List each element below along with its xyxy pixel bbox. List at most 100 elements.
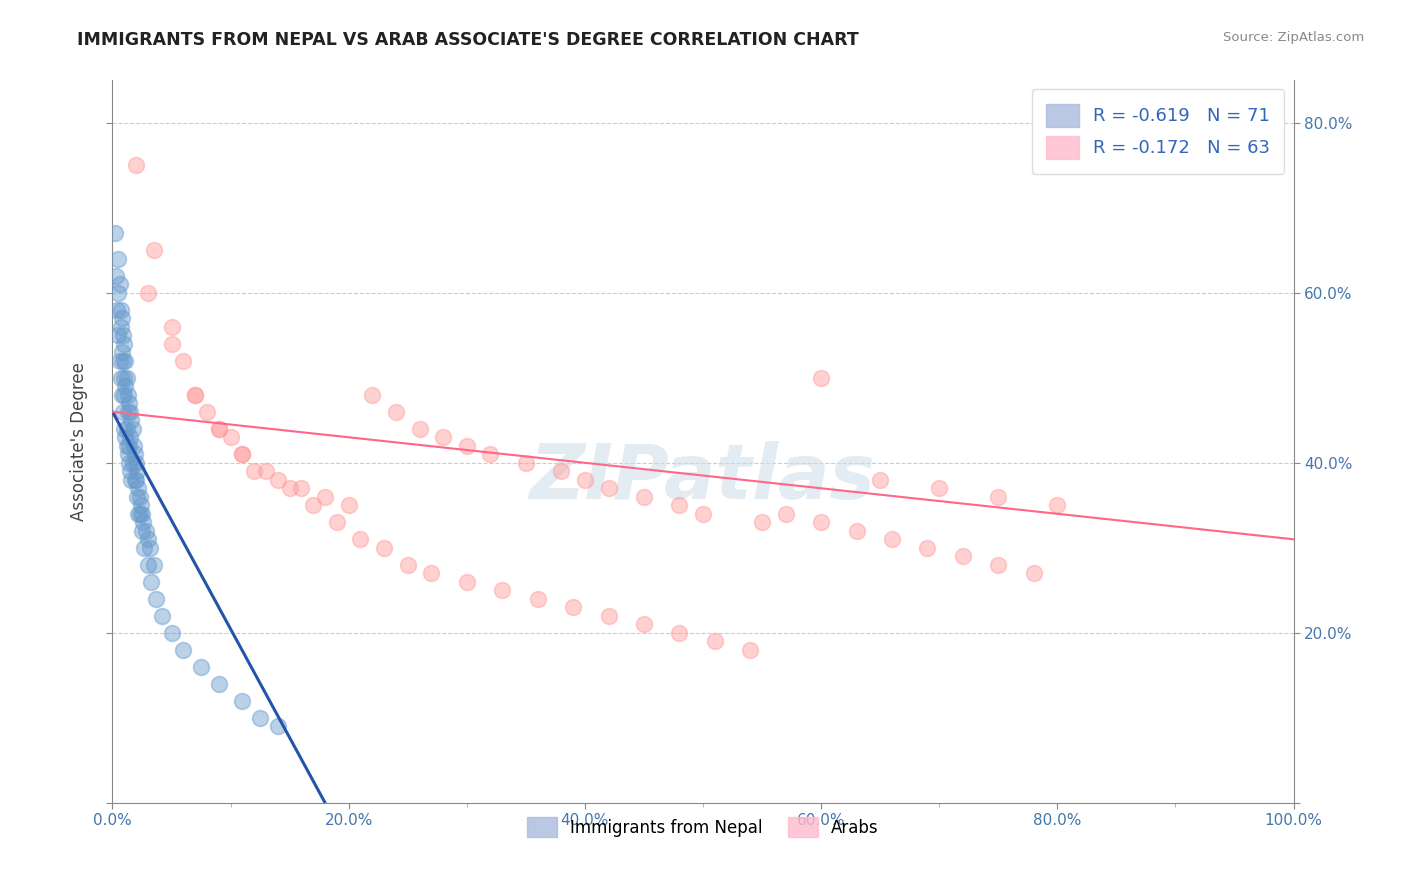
Point bbox=[118, 456, 141, 470]
Point bbox=[231, 694, 253, 708]
Point bbox=[249, 711, 271, 725]
Point bbox=[117, 405, 139, 419]
Point bbox=[107, 285, 129, 300]
Point bbox=[111, 345, 134, 359]
Point bbox=[127, 490, 149, 504]
Point bbox=[108, 277, 131, 292]
Point bbox=[160, 625, 183, 640]
Point bbox=[117, 388, 139, 402]
Point bbox=[110, 319, 132, 334]
Point bbox=[219, 430, 242, 444]
Point bbox=[432, 430, 454, 444]
Point bbox=[136, 533, 159, 547]
Point bbox=[633, 490, 655, 504]
Point bbox=[987, 558, 1010, 572]
Point bbox=[420, 566, 443, 581]
Point bbox=[190, 660, 212, 674]
Point bbox=[184, 388, 207, 402]
Point bbox=[278, 481, 301, 495]
Point bbox=[692, 507, 714, 521]
Point bbox=[479, 447, 502, 461]
Point bbox=[172, 642, 194, 657]
Point bbox=[880, 533, 903, 547]
Point bbox=[267, 473, 290, 487]
Point bbox=[122, 439, 145, 453]
Point bbox=[150, 608, 173, 623]
Point bbox=[550, 464, 572, 478]
Point bbox=[952, 549, 974, 564]
Point bbox=[1022, 566, 1045, 581]
Point bbox=[574, 473, 596, 487]
Point bbox=[107, 328, 129, 343]
Point bbox=[112, 336, 135, 351]
Point bbox=[172, 353, 194, 368]
Point bbox=[314, 490, 336, 504]
Point bbox=[562, 600, 585, 615]
Point bbox=[139, 541, 162, 555]
Point bbox=[128, 490, 150, 504]
Point bbox=[917, 541, 939, 555]
Point bbox=[136, 285, 159, 300]
Point bbox=[117, 447, 139, 461]
Point bbox=[112, 371, 135, 385]
Point bbox=[121, 456, 143, 470]
Point bbox=[668, 498, 690, 512]
Point bbox=[112, 422, 135, 436]
Point bbox=[703, 634, 725, 648]
Point bbox=[775, 507, 797, 521]
Point bbox=[107, 252, 129, 266]
Point bbox=[456, 574, 478, 589]
Point bbox=[127, 481, 149, 495]
Point bbox=[184, 388, 207, 402]
Point bbox=[740, 642, 762, 657]
Point bbox=[231, 447, 253, 461]
Point bbox=[396, 558, 419, 572]
Point bbox=[195, 405, 218, 419]
Point bbox=[810, 371, 832, 385]
Point bbox=[491, 583, 513, 598]
Point bbox=[141, 574, 163, 589]
Point bbox=[115, 371, 138, 385]
Point bbox=[160, 336, 183, 351]
Point bbox=[114, 353, 136, 368]
Point bbox=[120, 405, 142, 419]
Point bbox=[118, 396, 141, 410]
Point bbox=[337, 498, 360, 512]
Point bbox=[142, 558, 165, 572]
Point bbox=[302, 498, 325, 512]
Point bbox=[751, 516, 773, 530]
Point bbox=[120, 413, 142, 427]
Point bbox=[131, 507, 153, 521]
Point bbox=[105, 302, 128, 317]
Point bbox=[526, 591, 548, 606]
Point bbox=[120, 473, 142, 487]
Point bbox=[243, 464, 266, 478]
Point bbox=[267, 719, 290, 733]
Point bbox=[598, 608, 620, 623]
Point bbox=[668, 625, 690, 640]
Point bbox=[408, 422, 430, 436]
Point bbox=[111, 388, 134, 402]
Point bbox=[160, 319, 183, 334]
Point bbox=[125, 456, 148, 470]
Point bbox=[118, 439, 141, 453]
Point bbox=[124, 473, 146, 487]
Legend: Immigrants from Nepal, Arabs: Immigrants from Nepal, Arabs bbox=[519, 809, 887, 845]
Point bbox=[108, 353, 131, 368]
Point bbox=[127, 507, 149, 521]
Point bbox=[987, 490, 1010, 504]
Point bbox=[127, 464, 149, 478]
Point bbox=[598, 481, 620, 495]
Point bbox=[115, 422, 138, 436]
Text: ZIPatlas: ZIPatlas bbox=[530, 441, 876, 515]
Point bbox=[845, 524, 868, 538]
Text: Source: ZipAtlas.com: Source: ZipAtlas.com bbox=[1223, 31, 1364, 45]
Point bbox=[136, 558, 159, 572]
Point bbox=[114, 430, 136, 444]
Point bbox=[125, 158, 148, 172]
Point bbox=[124, 447, 146, 461]
Point bbox=[456, 439, 478, 453]
Point bbox=[111, 311, 134, 326]
Text: IMMIGRANTS FROM NEPAL VS ARAB ASSOCIATE'S DEGREE CORRELATION CHART: IMMIGRANTS FROM NEPAL VS ARAB ASSOCIATE'… bbox=[77, 31, 859, 49]
Point bbox=[231, 447, 253, 461]
